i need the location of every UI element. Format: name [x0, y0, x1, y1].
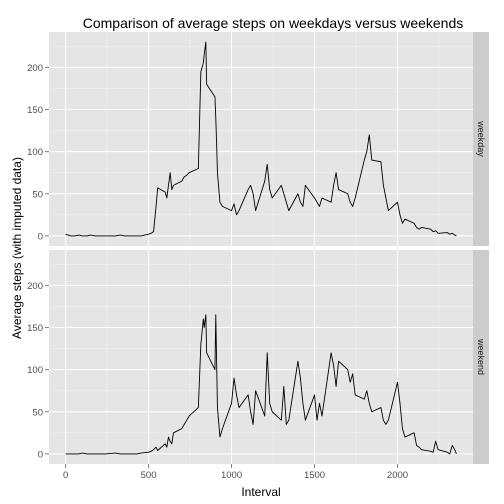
y-axis-title: Average steps (with imputed data): [10, 157, 24, 339]
y-tick-label: 150: [27, 323, 43, 334]
y-tick-label: 0: [38, 449, 43, 460]
chart-title: Comparison of average steps on weekdays …: [83, 15, 464, 31]
strip-weekend-label: weekend: [476, 338, 486, 375]
weekend-series-line: [65, 314, 457, 455]
panel-weekday-background: [49, 32, 473, 246]
x-tick-label: 500: [141, 470, 157, 481]
strip-weekday: [473, 32, 489, 246]
y-tick-label: 200: [27, 281, 43, 292]
y-tick-label: 50: [32, 407, 43, 418]
strip-weekday-label: weekday: [476, 120, 486, 157]
panel-weekend-grid: [49, 250, 473, 464]
x-tick-label: 2000: [387, 470, 408, 481]
panel-weekday-y-ticks: 0 50 100 150 200: [27, 63, 49, 242]
panel-weekday: weekday 0 50 100 150 200: [27, 32, 489, 246]
x-tick-label: 0: [63, 470, 68, 481]
y-tick-label: 100: [27, 147, 43, 158]
x-tick-label: 1500: [304, 470, 325, 481]
y-tick-label: 50: [32, 189, 43, 200]
y-tick-label: 0: [38, 231, 43, 242]
x-axis-ticks: 0 500 1000 1500 2000: [63, 464, 408, 481]
y-tick-label: 150: [27, 105, 43, 116]
panel-weekend-y-ticks: 0 50 100 150 200: [27, 281, 49, 460]
y-tick-label: 200: [27, 63, 43, 74]
x-axis-title: Interval: [241, 485, 280, 499]
weekday-series-line: [65, 41, 457, 237]
panel-weekend-background: [49, 250, 473, 464]
x-tick-label: 1000: [221, 470, 242, 481]
y-tick-label: 100: [27, 365, 43, 376]
strip-weekend: [473, 250, 489, 464]
panel-weekend: weekend 0 50 100 150 200: [27, 250, 489, 464]
